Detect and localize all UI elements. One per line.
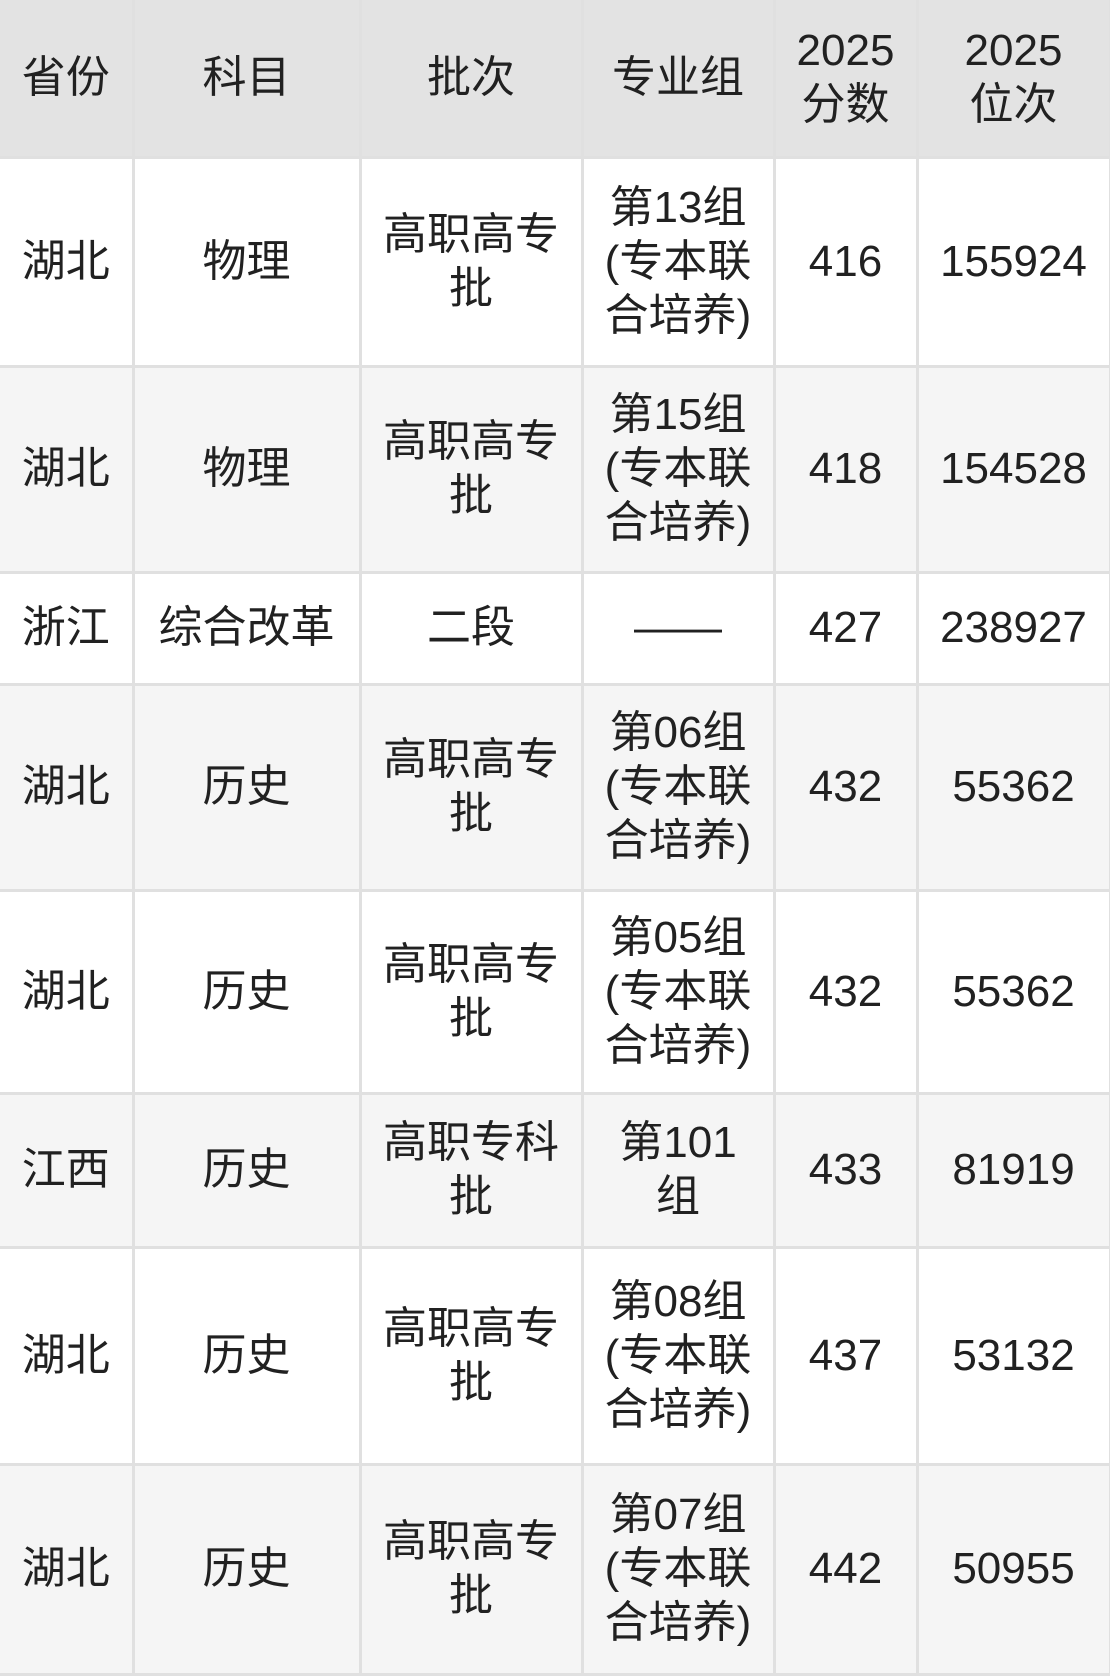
column-header-batch: 批次 (360, 0, 584, 159)
cell-subject: 历史 (133, 684, 362, 892)
cell-subject: 历史 (133, 1247, 362, 1466)
cell-province: 湖北 (0, 684, 135, 892)
table-row: 浙江 综合改革 二段 —— 427 238927 (0, 572, 1110, 686)
cell-subject: 物理 (133, 157, 362, 368)
cell-province: 湖北 (0, 1247, 135, 1466)
table-row: 湖北 物理 高职高专 批 第13组 (专本联 合培养) 416 155924 (0, 157, 1110, 368)
column-header-rank-2025: 2025 位次 (917, 0, 1110, 159)
cell-batch: 高职高专 批 (360, 157, 584, 368)
cell-group: 第13组 (专本联 合培养) (582, 157, 776, 368)
table-row: 湖北 历史 高职高专 批 第05组 (专本联 合培养) 432 55362 (0, 890, 1110, 1095)
cell-score: 427 (774, 572, 919, 686)
table-row: 湖北 历史 高职高专 批 第08组 (专本联 合培养) 437 53132 (0, 1247, 1110, 1466)
table-row: 江西 历史 高职专科 批 第101 组 433 81919 (0, 1093, 1110, 1249)
cell-group: 第05组 (专本联 合培养) (582, 890, 776, 1095)
cell-group: 第101 组 (582, 1093, 776, 1249)
table-row: 湖北 历史 高职高专 批 第07组 (专本联 合培养) 442 50955 (0, 1464, 1110, 1676)
cell-score: 437 (774, 1247, 919, 1466)
table-body: 湖北 物理 高职高专 批 第13组 (专本联 合培养) 416 155924 湖… (0, 157, 1110, 1676)
column-header-group: 专业组 (582, 0, 776, 159)
cell-score: 416 (774, 157, 919, 368)
cell-rank: 53132 (917, 1247, 1110, 1466)
column-header-subject: 科目 (133, 0, 362, 159)
cell-province: 湖北 (0, 157, 135, 368)
cell-batch: 高职高专 批 (360, 366, 584, 574)
cell-rank: 50955 (917, 1464, 1110, 1676)
cell-score: 433 (774, 1093, 919, 1249)
cell-subject: 历史 (133, 1093, 362, 1249)
table-row: 湖北 历史 高职高专 批 第06组 (专本联 合培养) 432 55362 (0, 684, 1110, 892)
cell-province: 湖北 (0, 890, 135, 1095)
cell-batch: 高职高专 批 (360, 890, 584, 1095)
cell-rank: 154528 (917, 366, 1110, 574)
cell-group: 第07组 (专本联 合培养) (582, 1464, 776, 1676)
cell-subject: 综合改革 (133, 572, 362, 686)
cell-group: 第15组 (专本联 合培养) (582, 366, 776, 574)
cell-group: 第08组 (专本联 合培养) (582, 1247, 776, 1466)
column-header-score-2025: 2025 分数 (774, 0, 919, 159)
cell-batch: 二段 (360, 572, 584, 686)
cell-score: 432 (774, 684, 919, 892)
cell-rank: 55362 (917, 890, 1110, 1095)
cell-score: 432 (774, 890, 919, 1095)
cell-subject: 历史 (133, 1464, 362, 1676)
table-header: 省份 科目 批次 专业组 2025 分数 2025 位次 (0, 0, 1110, 159)
cell-score: 442 (774, 1464, 919, 1676)
cell-subject: 历史 (133, 890, 362, 1095)
cell-subject: 物理 (133, 366, 362, 574)
cell-rank: 81919 (917, 1093, 1110, 1249)
cell-batch: 高职高专 批 (360, 1464, 584, 1676)
cell-rank: 238927 (917, 572, 1110, 686)
table-row: 湖北 物理 高职高专 批 第15组 (专本联 合培养) 418 154528 (0, 366, 1110, 574)
column-header-province: 省份 (0, 0, 135, 159)
cell-province: 浙江 (0, 572, 135, 686)
cell-rank: 55362 (917, 684, 1110, 892)
cell-province: 湖北 (0, 1464, 135, 1676)
cell-province: 湖北 (0, 366, 135, 574)
cell-batch: 高职高专 批 (360, 1247, 584, 1466)
cell-province: 江西 (0, 1093, 135, 1249)
cell-rank: 155924 (917, 157, 1110, 368)
header-row: 省份 科目 批次 专业组 2025 分数 2025 位次 (0, 0, 1110, 159)
cell-group: 第06组 (专本联 合培养) (582, 684, 776, 892)
cell-score: 418 (774, 366, 919, 574)
cell-batch: 高职专科 批 (360, 1093, 584, 1249)
cell-batch: 高职高专 批 (360, 684, 584, 892)
cell-group: —— (582, 572, 776, 686)
